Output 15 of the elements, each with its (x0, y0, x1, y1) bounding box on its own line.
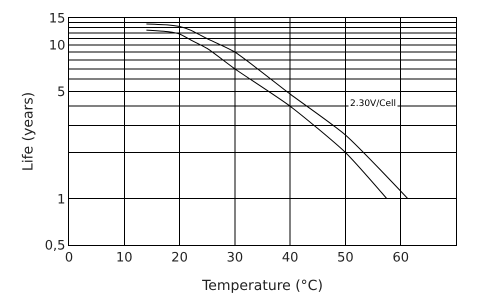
annotation: 2.30V/Cell (350, 99, 396, 109)
y-tick-label: 0,5 (44, 238, 66, 254)
y-tick-label: 15 (48, 12, 66, 27)
y-tick-label: 1 (57, 192, 66, 208)
y-axis-title: Life (years) (20, 92, 36, 172)
y-tick-label: 5 (57, 84, 66, 100)
x-axis-title: Temperature (°C) (201, 278, 323, 294)
x-tick-label: 20 (171, 250, 188, 266)
x-tick-label: 30 (226, 250, 244, 266)
x-tick-label: 10 (116, 250, 133, 266)
x-tick-label: 0 (64, 250, 74, 266)
x-tick-label: 60 (392, 250, 409, 266)
x-tick-label: 50 (337, 250, 354, 266)
y-tick-label: 10 (48, 38, 66, 54)
x-tick-label: 40 (282, 250, 298, 266)
